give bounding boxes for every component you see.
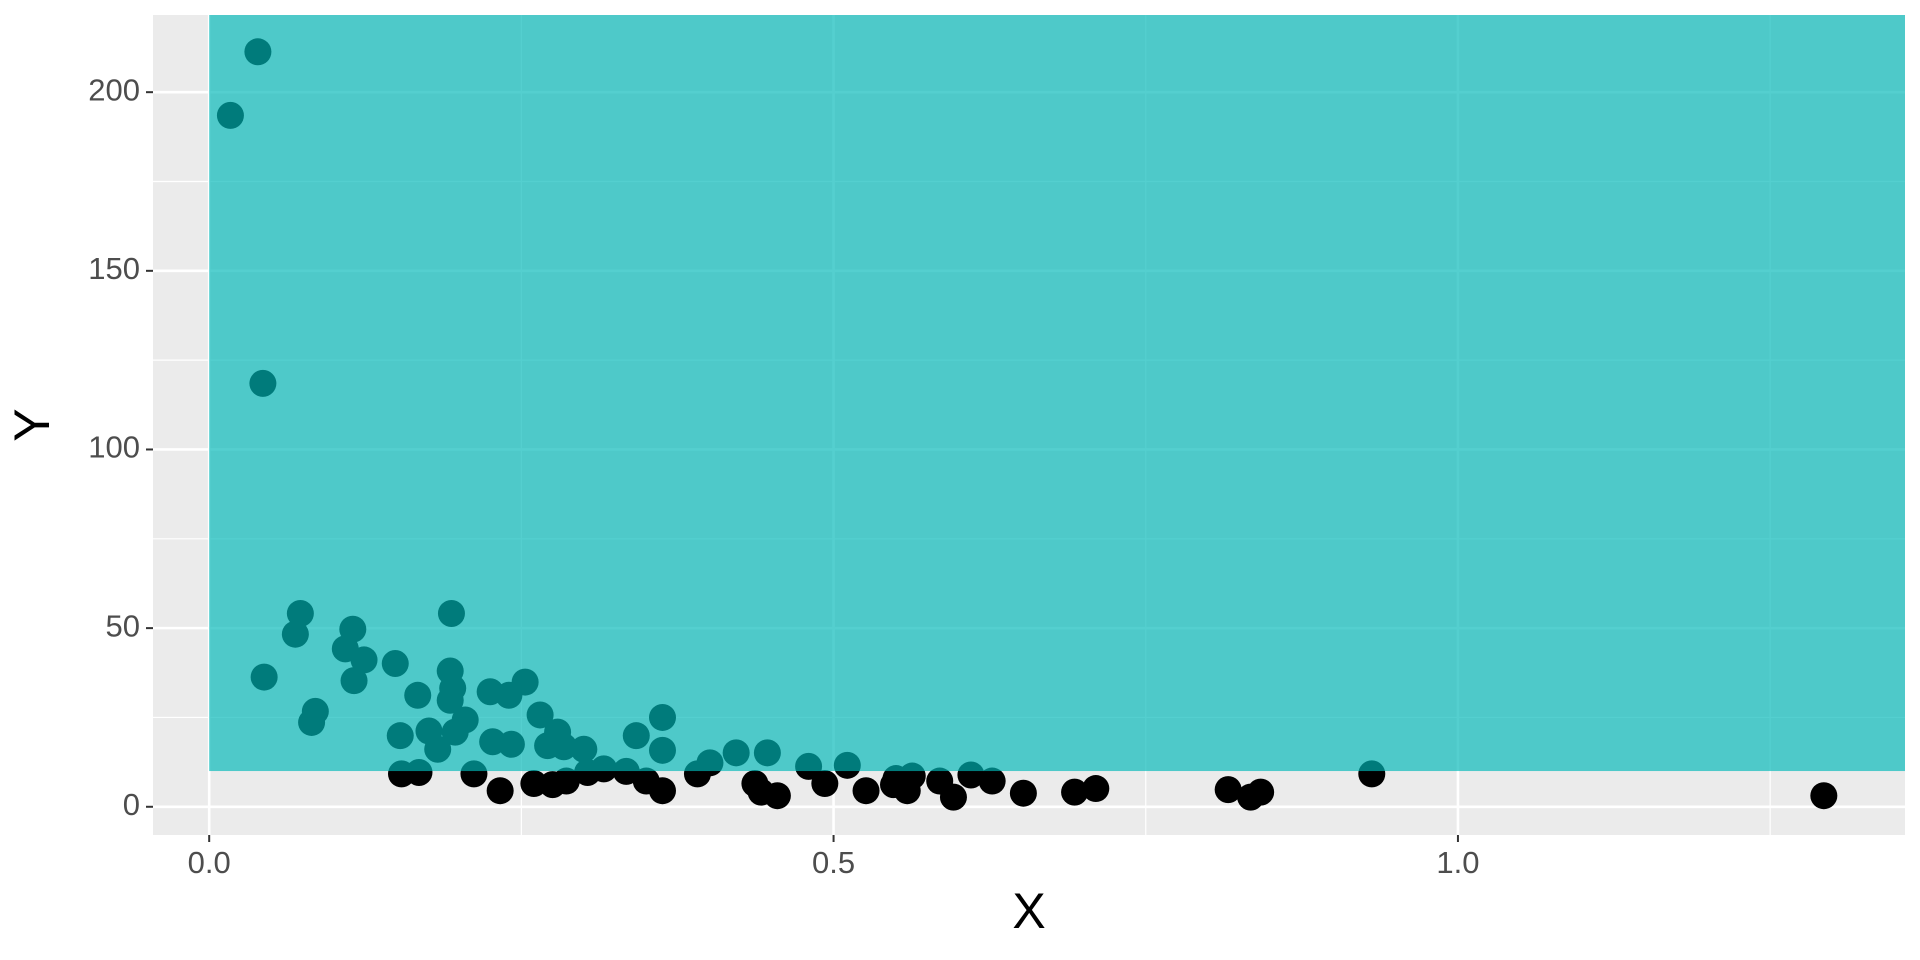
point [552,767,580,795]
point [939,783,967,811]
axes: 0.0 0.5 1.0 0 50 100 150 200 [88,72,1479,880]
y-tick-label: 200 [88,72,140,107]
point [1009,779,1037,807]
overlay [209,15,1906,772]
point [893,777,921,805]
x-tick-label: 1.0 [1436,845,1479,880]
point [1082,775,1110,803]
y-tick-label: 100 [88,430,140,465]
point [1810,782,1838,810]
point [763,782,791,810]
point [852,777,880,805]
y-axis-title: Y [4,408,60,441]
x-tick-label: 0.0 [188,845,231,880]
point [648,777,676,805]
point [1214,776,1242,804]
y-tick-label: 0 [123,787,140,822]
y-tick-label: 150 [88,251,140,286]
point [1247,778,1275,806]
point [486,777,514,805]
x-tick-label: 0.5 [812,845,855,880]
highlight-rect [209,15,1906,772]
point [811,770,839,798]
point [1061,778,1089,806]
point [978,767,1006,795]
x-axis-title: X [1012,883,1045,939]
y-tick-label: 50 [106,608,140,643]
